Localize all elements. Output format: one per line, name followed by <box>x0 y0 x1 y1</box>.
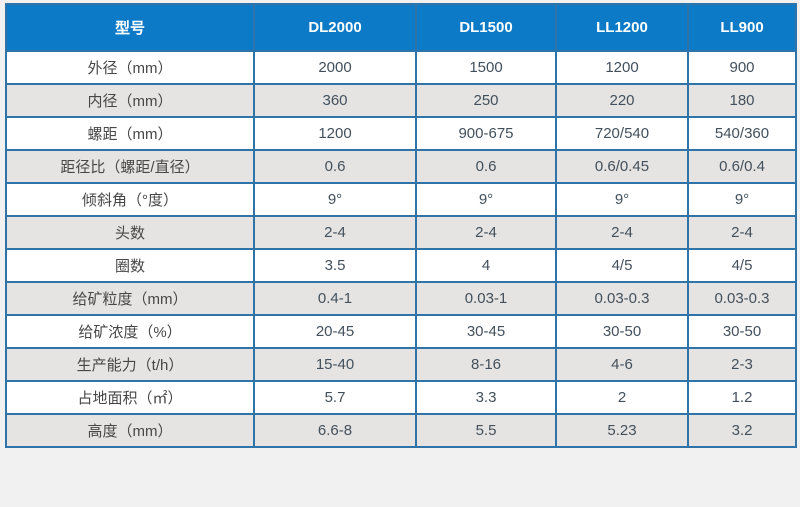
table-row: 高度（mm） 6.6-8 5.5 5.23 3.2 <box>5 413 797 448</box>
cell-value: 9° <box>253 182 417 217</box>
table-row: 距径比（螺距/直径） 0.6 0.6 0.6/0.45 0.6/0.4 <box>5 149 797 184</box>
header-cell: DL1500 <box>415 3 557 52</box>
cell-value: 0.6/0.4 <box>687 149 797 184</box>
row-label: 占地面积（㎡） <box>5 380 255 415</box>
cell-value: 15-40 <box>253 347 417 382</box>
cell-value: 220 <box>555 83 689 118</box>
cell-value: 1.2 <box>687 380 797 415</box>
cell-value: 900-675 <box>415 116 557 151</box>
table-row: 给矿粒度（mm） 0.4-1 0.03-1 0.03-0.3 0.03-0.3 <box>5 281 797 316</box>
row-label: 距径比（螺距/直径） <box>5 149 255 184</box>
cell-value: 30-50 <box>687 314 797 349</box>
cell-value: 0.6 <box>253 149 417 184</box>
cell-value: 2 <box>555 380 689 415</box>
cell-value: 2000 <box>253 50 417 85</box>
row-label: 圈数 <box>5 248 255 283</box>
row-label: 内径（mm） <box>5 83 255 118</box>
cell-value: 2-4 <box>687 215 797 250</box>
cell-value: 0.6 <box>415 149 557 184</box>
table-row: 给矿浓度（%） 20-45 30-45 30-50 30-50 <box>5 314 797 349</box>
header-cell: DL2000 <box>253 3 417 52</box>
cell-value: 9° <box>687 182 797 217</box>
cell-value: 3.5 <box>253 248 417 283</box>
table-row: 生产能力（t/h） 15-40 8-16 4-6 2-3 <box>5 347 797 382</box>
cell-value: 2-4 <box>253 215 417 250</box>
row-label: 给矿粒度（mm） <box>5 281 255 316</box>
table-row: 占地面积（㎡） 5.7 3.3 2 1.2 <box>5 380 797 415</box>
cell-value: 30-50 <box>555 314 689 349</box>
cell-value: 540/360 <box>687 116 797 151</box>
row-label: 螺距（mm） <box>5 116 255 151</box>
table-row: 外径（mm） 2000 1500 1200 900 <box>5 50 797 85</box>
cell-value: 5.23 <box>555 413 689 448</box>
cell-value: 2-4 <box>555 215 689 250</box>
table-row: 螺距（mm） 1200 900-675 720/540 540/360 <box>5 116 797 151</box>
header-cell: LL900 <box>687 3 797 52</box>
cell-value: 0.03-0.3 <box>687 281 797 316</box>
row-label: 外径（mm） <box>5 50 255 85</box>
cell-value: 180 <box>687 83 797 118</box>
cell-value: 5.7 <box>253 380 417 415</box>
header-row: 型号 DL2000 DL1500 LL1200 LL900 <box>5 3 797 52</box>
cell-value: 900 <box>687 50 797 85</box>
row-label: 头数 <box>5 215 255 250</box>
cell-value: 3.3 <box>415 380 557 415</box>
row-label: 生产能力（t/h） <box>5 347 255 382</box>
cell-value: 360 <box>253 83 417 118</box>
cell-value: 30-45 <box>415 314 557 349</box>
cell-value: 6.6-8 <box>253 413 417 448</box>
cell-value: 20-45 <box>253 314 417 349</box>
spec-table: 型号 DL2000 DL1500 LL1200 LL900 外径（mm） 2000 1500… <box>5 3 797 448</box>
table-row: 内径（mm） 360 250 220 180 <box>5 83 797 118</box>
header-cell-model: 型号 <box>5 3 255 52</box>
cell-value: 1200 <box>555 50 689 85</box>
row-label: 倾斜角（°度） <box>5 182 255 217</box>
cell-value: 9° <box>555 182 689 217</box>
cell-value: 0.6/0.45 <box>555 149 689 184</box>
cell-value: 4/5 <box>555 248 689 283</box>
cell-value: 4/5 <box>687 248 797 283</box>
cell-value: 2-3 <box>687 347 797 382</box>
cell-value: 0.03-1 <box>415 281 557 316</box>
table-row: 倾斜角（°度） 9° 9° 9° 9° <box>5 182 797 217</box>
table-row: 头数 2-4 2-4 2-4 2-4 <box>5 215 797 250</box>
cell-value: 250 <box>415 83 557 118</box>
header-cell: LL1200 <box>555 3 689 52</box>
cell-value: 0.03-0.3 <box>555 281 689 316</box>
cell-value: 5.5 <box>415 413 557 448</box>
cell-value: 2-4 <box>415 215 557 250</box>
table-row: 圈数 3.5 4 4/5 4/5 <box>5 248 797 283</box>
cell-value: 0.4-1 <box>253 281 417 316</box>
cell-value: 3.2 <box>687 413 797 448</box>
cell-value: 4-6 <box>555 347 689 382</box>
cell-value: 1500 <box>415 50 557 85</box>
row-label: 高度（mm） <box>5 413 255 448</box>
cell-value: 8-16 <box>415 347 557 382</box>
cell-value: 720/540 <box>555 116 689 151</box>
cell-value: 4 <box>415 248 557 283</box>
cell-value: 1200 <box>253 116 417 151</box>
row-label: 给矿浓度（%） <box>5 314 255 349</box>
cell-value: 9° <box>415 182 557 217</box>
table-body: 外径（mm） 2000 1500 1200 900 内径（mm） 360 250 220 180 螺… <box>5 50 797 448</box>
